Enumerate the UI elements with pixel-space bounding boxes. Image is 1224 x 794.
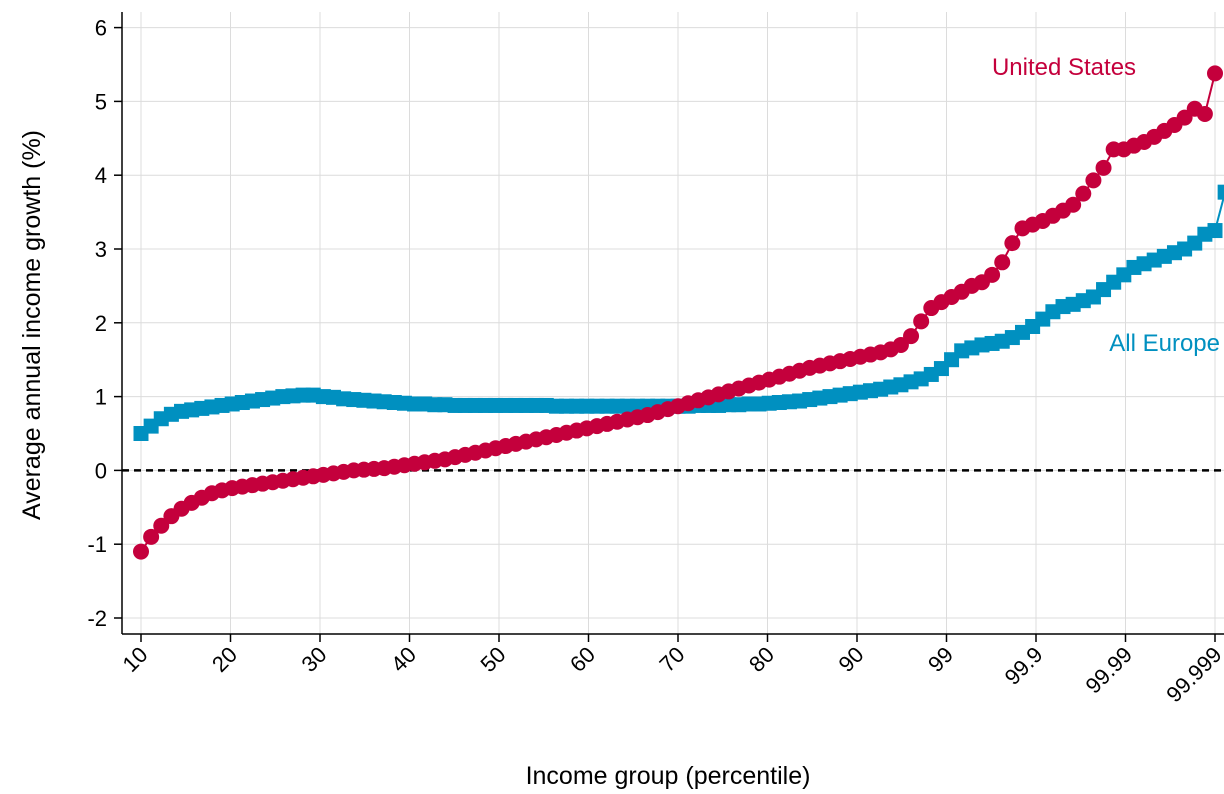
x-tick-label: 50 [476, 642, 511, 677]
x-tick-label: 99.9 [1000, 642, 1048, 690]
x-tick-label: 99.999 [1161, 642, 1224, 707]
series-label-all-europe: All Europe [1109, 330, 1220, 357]
x-tick-label: 20 [207, 642, 242, 677]
y-tick-label: 6 [95, 16, 107, 41]
x-tick-label: 40 [386, 642, 421, 677]
x-tick-label: 30 [297, 642, 332, 677]
data-point-united-states [913, 313, 930, 330]
data-point-united-states [1085, 172, 1102, 189]
y-tick-label: 4 [95, 163, 107, 188]
data-point-united-states [984, 266, 1001, 283]
x-tick-label: 80 [744, 642, 779, 677]
data-point-united-states [1196, 105, 1213, 122]
x-axis-title: Income group (percentile) [526, 762, 811, 790]
y-tick-label: 2 [95, 311, 107, 336]
series-label-united-states: United States [992, 54, 1136, 81]
data-point-united-states [153, 517, 170, 534]
data-point-all-europe [1217, 184, 1224, 200]
y-tick-label: 0 [95, 458, 107, 483]
x-tick-label: 70 [655, 642, 690, 677]
data-point-united-states [1207, 65, 1223, 82]
grid [122, 12, 1224, 634]
data-point-all-europe [1207, 223, 1223, 239]
y-tick-label: 3 [95, 237, 107, 262]
x-tick-label: 60 [565, 642, 600, 677]
data-point-united-states [994, 254, 1011, 271]
axes: -2 -1 0 1 2 3 4 5 6 10 20 30 40 50 60 70 80 90 99 99.9 99.99… [87, 12, 1224, 707]
y-tick-label: 1 [95, 385, 107, 410]
data-point-united-states [903, 328, 920, 345]
data-point-united-states [1004, 235, 1021, 252]
series-united-states [133, 65, 1223, 560]
x-tick-label: 99.99 [1080, 642, 1137, 699]
x-tick-label: 99 [923, 642, 958, 677]
data-point-united-states [1075, 185, 1092, 202]
y-tick-label: -1 [87, 532, 107, 557]
series-layer [133, 65, 1224, 560]
y-tick-label: 5 [95, 89, 107, 114]
x-tick-label: 10 [118, 642, 153, 677]
x-tick-label: 90 [834, 642, 869, 677]
data-point-united-states [143, 528, 160, 545]
y-tick-label: -2 [87, 606, 107, 631]
data-point-united-states [1095, 159, 1112, 176]
data-point-united-states [1065, 196, 1082, 213]
y-axis-title: Average annual income growth (%) [18, 130, 46, 520]
data-point-united-states [133, 543, 149, 560]
